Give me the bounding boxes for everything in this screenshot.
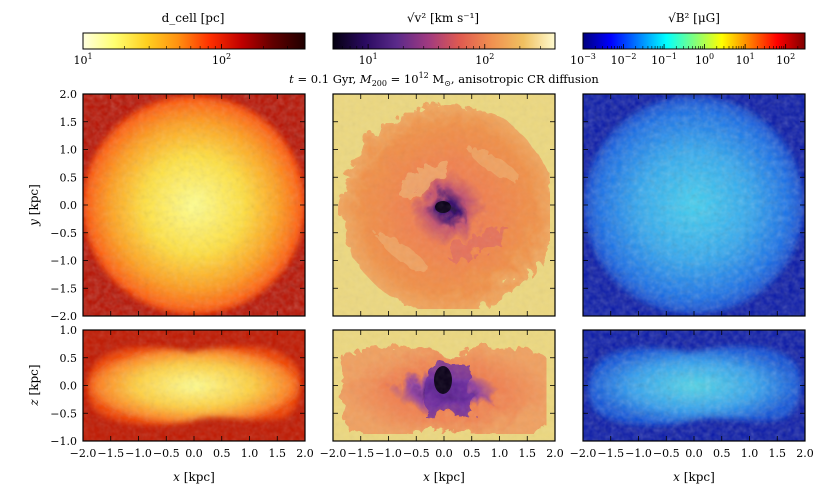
colorbar-tick-label: 101 bbox=[736, 52, 755, 67]
x-tick-label: 0.0 bbox=[435, 447, 453, 460]
y-tick-label: 1.5 bbox=[60, 116, 78, 129]
y-axis-label-top: y [kpc] bbox=[27, 184, 41, 227]
y-tick-label: −1.0 bbox=[50, 255, 77, 268]
panel-magnetic-field-face-on bbox=[583, 94, 805, 316]
colorbar-tick-label: 10−2 bbox=[611, 52, 637, 67]
y-tick-label: −1.5 bbox=[50, 282, 77, 295]
y-tick-label: −0.5 bbox=[50, 227, 77, 240]
x-tick-label: 1.0 bbox=[741, 447, 759, 460]
y-tick-label: 2.0 bbox=[60, 88, 78, 101]
x-tick-label: 0.5 bbox=[463, 447, 481, 460]
colorbar-magnetic-field: √B² [μG] 10−3 10−2 10−1 100 101 102 bbox=[570, 11, 806, 67]
colorbar-tick-label: 102 bbox=[776, 52, 795, 67]
colorbar-tick-label: 102 bbox=[212, 52, 231, 67]
colorbar-tick-label: 10−1 bbox=[651, 52, 677, 67]
y-tick-label: 0.0 bbox=[60, 380, 78, 393]
panel-velocity-edge-on bbox=[333, 330, 555, 441]
x-tick-label: 0.0 bbox=[685, 447, 703, 460]
x-tick-label: 1.5 bbox=[519, 447, 537, 460]
colorbar-tick-label: 101 bbox=[73, 52, 92, 67]
x-axis-label-left: x [kpc] bbox=[173, 470, 215, 484]
colorbar-tick-label: 101 bbox=[359, 52, 378, 67]
colorbar-velocity: √v² [km s⁻¹] 101 102 bbox=[332, 11, 556, 67]
x-tick-label: −2.0 bbox=[320, 447, 347, 460]
x-tick-label: −1.0 bbox=[625, 447, 652, 460]
panel-cell-size-face-on bbox=[83, 94, 305, 316]
x-tick-label: 1.0 bbox=[491, 447, 509, 460]
x-tick-label: −2.0 bbox=[70, 447, 97, 460]
y-tick-label: 1.0 bbox=[60, 144, 78, 157]
x-tick-label: 1.0 bbox=[241, 447, 259, 460]
x-tick-label: 1.5 bbox=[769, 447, 787, 460]
colorbar-label-magnetic-field: √B² [μG] bbox=[668, 11, 720, 25]
z-axis-label-bottom: z [kpc] bbox=[27, 364, 41, 406]
x-tick-label: −1.5 bbox=[597, 447, 624, 460]
panel-cell-size-edge-on bbox=[83, 330, 305, 441]
colorbar-label-cell-size: d_cell [pc] bbox=[162, 11, 225, 25]
y-tick-label: 0.5 bbox=[60, 171, 78, 184]
y-tick-label: −0.5 bbox=[50, 407, 77, 420]
panel-velocity-face-on bbox=[333, 94, 555, 316]
y-tick-label: 1.0 bbox=[60, 324, 78, 337]
x-tick-label: 2.0 bbox=[296, 447, 314, 460]
x-tick-label: −1.0 bbox=[375, 447, 402, 460]
colorbar-tick-label: 10−3 bbox=[570, 52, 596, 67]
colorbar-cell-size: d_cell [pc] 101 102 bbox=[73, 11, 306, 67]
colorbar-gradient-magnetic-field bbox=[582, 32, 806, 50]
x-tick-label: −2.0 bbox=[570, 447, 597, 460]
x-tick-label: 2.0 bbox=[546, 447, 564, 460]
x-tick-label: −1.5 bbox=[97, 447, 124, 460]
x-tick-label: −1.0 bbox=[125, 447, 152, 460]
colorbar-label-velocity: √v² [km s⁻¹] bbox=[407, 11, 479, 25]
colorbar-gradient-velocity bbox=[332, 32, 556, 50]
x-tick-label: 0.5 bbox=[213, 447, 231, 460]
x-tick-label: 0.5 bbox=[713, 447, 731, 460]
x-tick-label: 2.0 bbox=[796, 447, 814, 460]
colorbar-tick-label: 102 bbox=[475, 52, 494, 67]
figure-caption: t = 0.1 Gyr, M200 = 1012 M⊙, anisotropic… bbox=[289, 71, 599, 88]
x-tick-label: −0.5 bbox=[153, 447, 180, 460]
colorbar-tick-label: 100 bbox=[695, 52, 714, 67]
y-tick-label: −1.0 bbox=[50, 435, 77, 448]
panel-magnetic-field-edge-on bbox=[583, 330, 805, 441]
y-tick-label: 0.0 bbox=[60, 199, 78, 212]
x-tick-label: −0.5 bbox=[653, 447, 680, 460]
y-tick-label: −2.0 bbox=[50, 310, 77, 323]
colorbar-gradient-cell-size bbox=[82, 32, 306, 50]
x-tick-label: −0.5 bbox=[403, 447, 430, 460]
x-tick-label: −1.5 bbox=[347, 447, 374, 460]
x-axis-label-right: x [kpc] bbox=[673, 470, 715, 484]
y-tick-label: 0.5 bbox=[60, 352, 78, 365]
x-tick-label: 0.0 bbox=[185, 447, 203, 460]
x-tick-label: 1.5 bbox=[269, 447, 287, 460]
x-axis-label-middle: x [kpc] bbox=[423, 470, 465, 484]
